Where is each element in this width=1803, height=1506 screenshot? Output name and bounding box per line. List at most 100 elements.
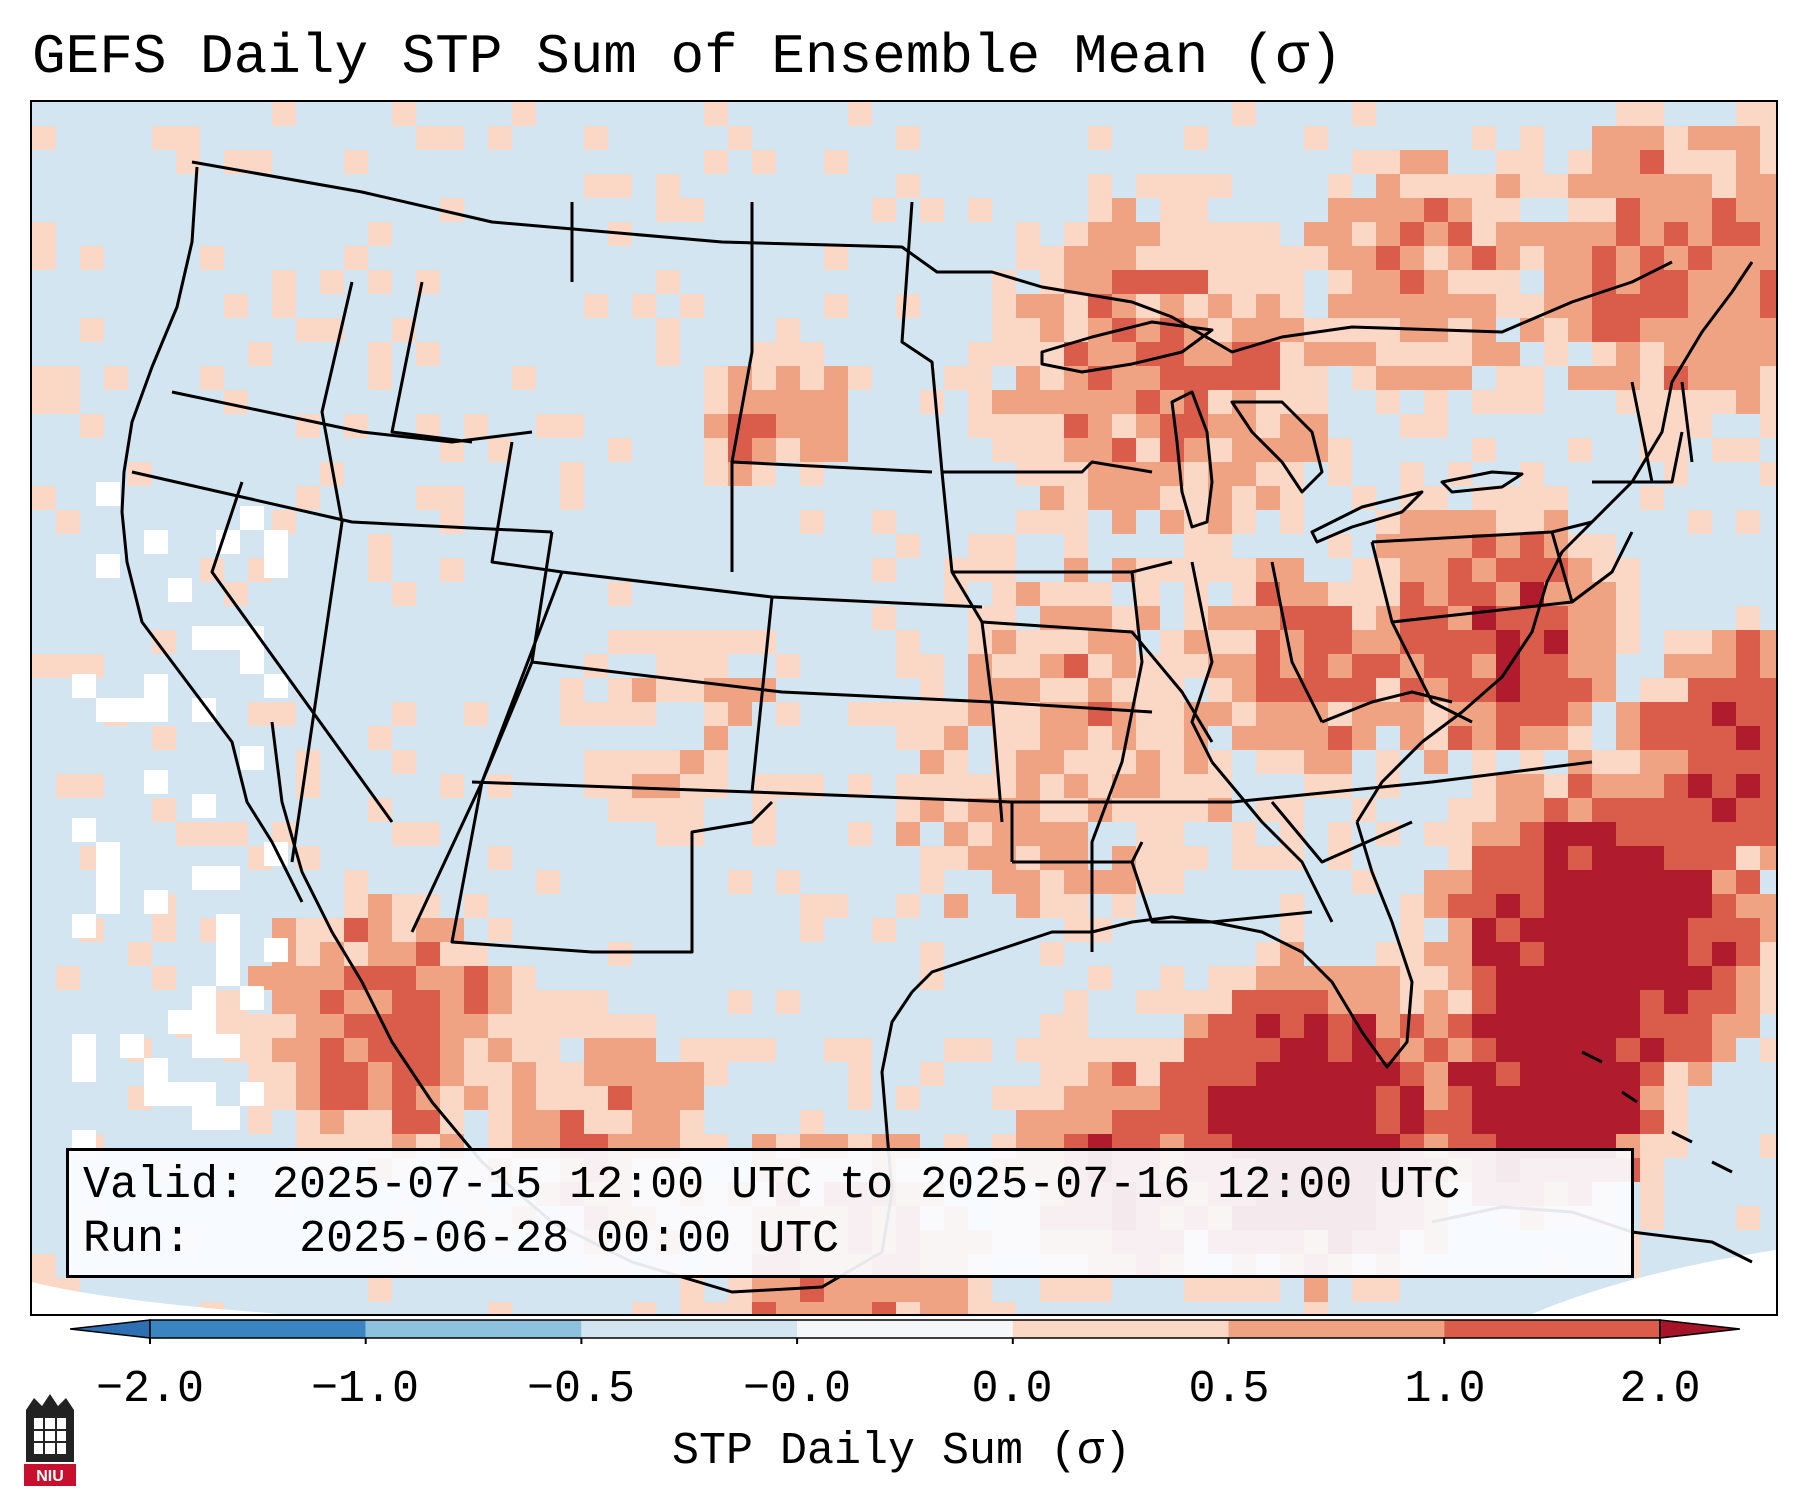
stp-cell [728,1038,752,1062]
stp-cell [992,654,1016,678]
stp-cell [1664,822,1688,846]
stp-cell [632,1110,656,1134]
stp-cell [1760,726,1776,750]
stp-cell [1064,606,1088,630]
stp-cell [1304,1302,1328,1314]
stp-cell [1592,870,1616,894]
stp-cell [1352,150,1376,174]
stp-cell [1736,438,1760,462]
stp-cell [1088,174,1112,198]
stp-cell [1496,486,1520,510]
stp-cell [728,126,752,150]
missing-cell [96,698,120,722]
stp-cell [1040,318,1064,342]
stp-cell [1688,126,1712,150]
stp-cell [488,1038,512,1062]
stp-cell [1328,630,1352,654]
stp-cell [464,1038,488,1062]
stp-cell [1616,990,1640,1014]
stp-cell [392,750,416,774]
stp-cell [656,1062,680,1086]
stp-cell [1064,846,1088,870]
stp-cell [1712,342,1736,366]
stp-cell [1664,198,1688,222]
stp-cell [1352,654,1376,678]
stp-cell [1184,486,1208,510]
stp-cell [800,390,824,414]
stp-cell [1712,894,1736,918]
stp-cell [248,1038,272,1062]
stp-cell [896,1302,920,1314]
stp-cell [776,438,800,462]
stp-cell [1472,702,1496,726]
stp-cell [1280,414,1304,438]
stp-cells [32,102,1776,1314]
stp-cell [1136,462,1160,486]
stp-cell [1760,270,1776,294]
stp-cell [1088,342,1112,366]
stp-cell [1160,558,1184,582]
stp-cell [1424,486,1448,510]
colorbar-bin [1228,1320,1445,1338]
stp-cell [896,1278,920,1302]
stp-cell [1424,558,1448,582]
stp-cell [776,870,800,894]
stp-cell [1472,870,1496,894]
stp-cell [1448,270,1472,294]
stp-cell [1448,1110,1472,1134]
stp-cell [1496,894,1520,918]
stp-cell [1736,870,1760,894]
stp-cell [704,630,728,654]
stp-cell [1088,1110,1112,1134]
stp-cell [56,774,80,798]
stp-cell [512,1038,536,1062]
stp-cell [1184,654,1208,678]
stp-cell [584,1110,608,1134]
logo-banner [24,1464,76,1486]
stp-cell [1040,774,1064,798]
stp-cell [1568,534,1592,558]
stp-cell [536,414,560,438]
map-boundaries [120,160,1754,1294]
stp-cell [608,1110,632,1134]
stp-cell [1688,270,1712,294]
stp-cell [1040,462,1064,486]
stp-cell [1568,174,1592,198]
stp-cell [1136,750,1160,774]
stp-cell [1496,942,1520,966]
stp-cell [1472,918,1496,942]
stp-cell [1760,918,1776,942]
stp-cell [1712,942,1736,966]
stp-cell [1592,990,1616,1014]
stp-cell [1640,222,1664,246]
stp-cell [296,918,320,942]
stp-cell [1544,342,1568,366]
stp-cell [1328,462,1352,486]
stp-cell [1616,918,1640,942]
stp-cell [1208,966,1232,990]
stp-cell [1544,942,1568,966]
stp-cell [1280,510,1304,534]
stp-cell [1736,846,1760,870]
stp-cell [1520,246,1544,270]
stp-cell [1280,702,1304,726]
stp-cell [1424,1086,1448,1110]
stp-cell [800,1278,824,1302]
missing-cell [240,986,264,1010]
stp-cell [1688,918,1712,942]
stp-cell [1280,846,1304,870]
stp-cell [464,1062,488,1086]
logo-window-grid [34,1418,66,1454]
stp-cell [32,654,56,678]
stp-cell [1064,630,1088,654]
stp-cell [1640,798,1664,822]
stp-cell [920,942,944,966]
stp-cell [1256,246,1280,270]
stp-cell [1496,1062,1520,1086]
stp-cell [1112,246,1136,270]
stp-cell [1088,702,1112,726]
stp-cell [1040,1086,1064,1110]
stp-cell [1760,246,1776,270]
stp-cell [392,966,416,990]
stp-cell [584,990,608,1014]
